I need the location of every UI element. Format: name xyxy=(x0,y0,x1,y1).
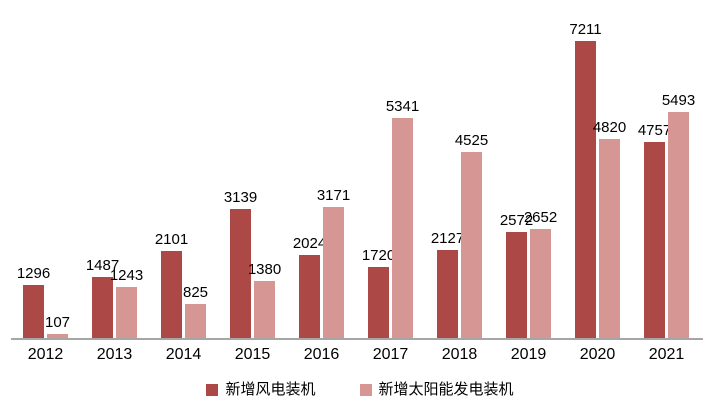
bar-wind: 3139 xyxy=(224,190,257,338)
legend-swatch-icon xyxy=(359,383,372,396)
x-axis-tick-label: 2018 xyxy=(441,346,478,363)
bar-value-label: 5493 xyxy=(661,92,696,109)
bar-solar: 1380 xyxy=(248,262,281,338)
bar-value-label: 7211 xyxy=(569,21,602,38)
bar-solar: 5493 xyxy=(662,93,695,338)
x-axis-tick-label: 2020 xyxy=(579,346,616,363)
x-axis-tick-label: 2016 xyxy=(303,346,340,363)
legend-label: 新增太阳能发电装机 xyxy=(378,381,514,398)
legend: 新增风电装机 新增太阳能发电装机 xyxy=(0,382,720,397)
bar-solar: 2652 xyxy=(524,210,557,338)
legend-item: 新增风电装机 xyxy=(206,381,316,398)
bar-value-label: 3171 xyxy=(316,187,351,204)
legend-swatch-icon xyxy=(206,383,219,396)
bar-wind: 4757 xyxy=(638,123,671,338)
bar-solar: 1243 xyxy=(110,268,143,338)
x-axis-tick-label: 2019 xyxy=(510,346,547,363)
x-axis-tick-label: 2014 xyxy=(165,346,202,363)
bar-solar: 5341 xyxy=(386,99,419,338)
bar-group: 2127 4525 xyxy=(425,0,494,338)
bar-group: 1296 107 xyxy=(11,0,80,338)
bar-value-label: 825 xyxy=(182,284,209,301)
bar-value-label: 107 xyxy=(44,314,71,331)
bar-value-label: 1296 xyxy=(16,265,51,282)
bar-group: 2572 2652 xyxy=(494,0,563,338)
bar-group: 4757 5493 xyxy=(632,0,701,338)
bar-value-label: 2127 xyxy=(430,230,465,247)
x-axis-tick-label: 2013 xyxy=(96,346,133,363)
bar-group: 1720 5341 xyxy=(356,0,425,338)
x-axis-tick-label: 2021 xyxy=(648,346,685,363)
bar-wind: 1720 xyxy=(362,248,395,338)
bar-value-label: 2024 xyxy=(292,235,327,252)
legend-item: 新增太阳能发电装机 xyxy=(359,381,514,398)
bar-group: 2024 3171 xyxy=(287,0,356,338)
bar-wind: 2572 xyxy=(500,213,533,338)
bar-value-label: 3139 xyxy=(223,189,258,206)
bar-value-label: 1720 xyxy=(361,247,396,264)
bar-wind: 1296 xyxy=(17,266,50,338)
bar-solar: 825 xyxy=(183,285,208,338)
x-axis-tick-label: 2015 xyxy=(234,346,271,363)
bar-solar: 4820 xyxy=(593,120,626,338)
bar-value-label: 4525 xyxy=(454,132,489,149)
bar-value-label: 1487 xyxy=(85,257,120,274)
bar-wind: 2024 xyxy=(293,236,326,338)
bar-group: 7211 4820 xyxy=(563,0,632,338)
legend-label: 新增风电装机 xyxy=(225,381,316,398)
bar-solar: 3171 xyxy=(317,188,350,338)
x-axis-tick-label: 2017 xyxy=(372,346,409,363)
bar-solar: 107 xyxy=(45,315,70,338)
bar-value-label: 5341 xyxy=(385,98,420,115)
bar-group: 2101 825 xyxy=(149,0,218,338)
bar-value-label: 4820 xyxy=(592,119,627,136)
bar-solar: 4525 xyxy=(455,133,488,338)
bar-wind: 7211 xyxy=(569,22,602,338)
x-axis-labels: 2012 2013 2014 2015 2016 2017 2018 2019 2020 2021 xyxy=(11,346,703,368)
bar-value-label: 1243 xyxy=(109,267,144,284)
bar-value-label: 4757 xyxy=(637,122,672,139)
bar-wind: 2101 xyxy=(155,232,188,338)
bar-value-label: 2101 xyxy=(154,231,189,248)
bar-wind: 1487 xyxy=(86,258,119,338)
bar-value-label: 2572 xyxy=(499,212,534,229)
x-axis-tick-label: 2012 xyxy=(27,346,64,363)
bar-wind: 2127 xyxy=(431,231,464,338)
bar-value-label: 1380 xyxy=(247,261,282,278)
bar-group: 1487 1243 xyxy=(80,0,149,338)
bar-value-label: 2652 xyxy=(523,209,558,226)
plot-area: 1296 107 1487 1243 2101 825 3139 1380 2024 3171 17… xyxy=(11,0,703,340)
bar-group: 3139 1380 xyxy=(218,0,287,338)
